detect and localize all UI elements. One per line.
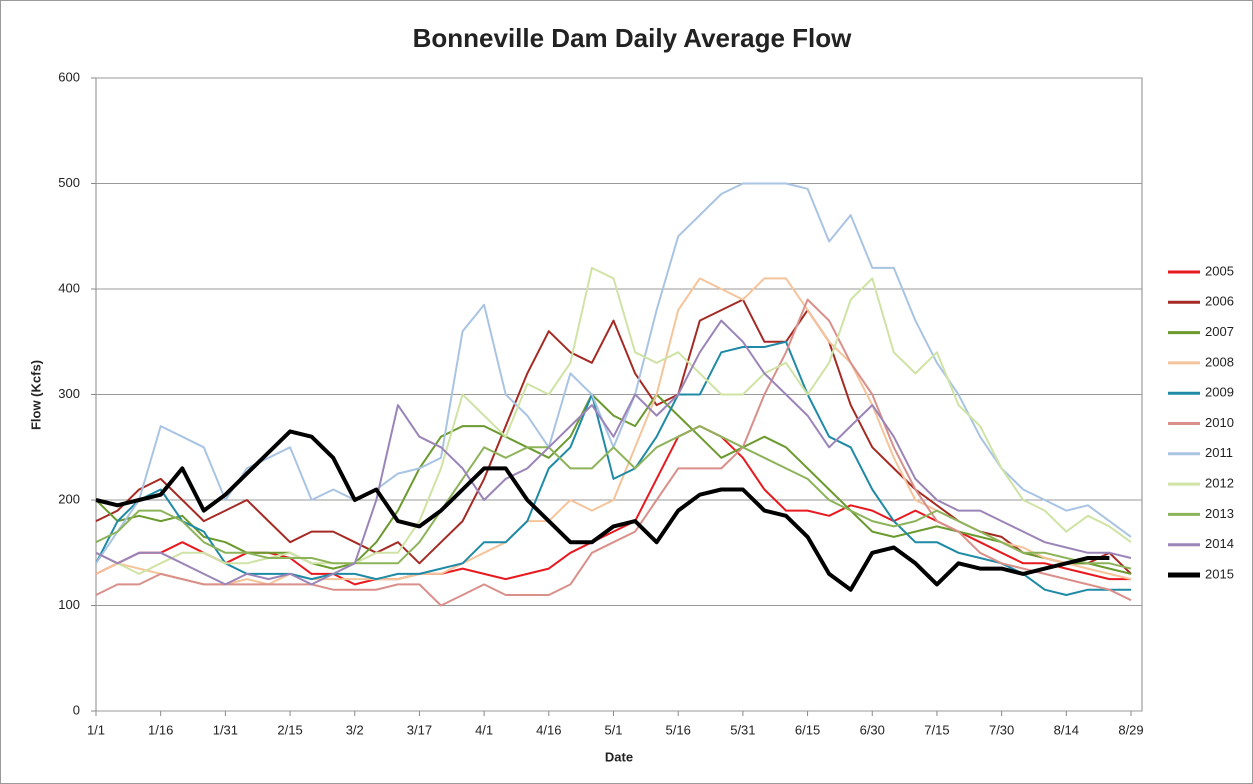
x-axis-title: Date [605, 749, 633, 764]
series-line [95, 425, 1132, 570]
x-tick-label: 8/29 [1118, 722, 1143, 737]
y-tick-label: 200 [58, 491, 80, 506]
y-tick-label: 100 [58, 597, 80, 612]
legend-label: 2012 [1205, 476, 1234, 491]
y-tick-label: 400 [58, 280, 80, 295]
series-line [95, 429, 1110, 592]
legend-label: 2015 [1205, 566, 1234, 581]
y-axis-title: Flow (Kcfs) [28, 360, 43, 430]
legend-label: 2007 [1205, 324, 1234, 339]
x-tick-label: 7/15 [924, 722, 949, 737]
legend-label: 2014 [1205, 536, 1234, 551]
y-tick-label: 300 [58, 386, 80, 401]
x-tick-label: 8/14 [1054, 722, 1079, 737]
x-tick-label: 1/1 [87, 722, 105, 737]
series-line [95, 298, 1132, 607]
x-tick-label: 5/1 [604, 722, 622, 737]
y-tick-label: 600 [58, 69, 80, 84]
x-tick-label: 6/30 [860, 722, 885, 737]
x-tick-label: 5/31 [730, 722, 755, 737]
series-line [95, 319, 1132, 586]
x-tick-label: 1/16 [148, 722, 173, 737]
x-tick-label: 3/17 [407, 722, 432, 737]
legend-label: 2008 [1205, 354, 1234, 369]
x-tick-label: 5/16 [666, 722, 691, 737]
y-tick-label: 500 [58, 175, 80, 190]
y-tick-label: 0 [73, 702, 80, 717]
x-tick-label: 6/15 [795, 722, 820, 737]
legend-label: 2009 [1205, 385, 1234, 400]
legend-label: 2011 [1205, 445, 1233, 460]
legend-label: 2013 [1205, 506, 1234, 521]
legend-label: 2005 [1205, 263, 1234, 278]
x-tick-label: 2/15 [277, 722, 302, 737]
legend-label: 2006 [1205, 294, 1234, 309]
legend-label: 2010 [1205, 415, 1234, 430]
x-tick-label: 7/30 [989, 722, 1014, 737]
x-tick-label: 4/1 [475, 722, 493, 737]
x-tick-label: 1/31 [213, 722, 238, 737]
x-tick-label: 4/16 [536, 722, 561, 737]
x-tick-label: 3/2 [346, 722, 364, 737]
chart-title: Bonneville Dam Daily Average Flow [413, 23, 853, 53]
series-line [95, 340, 1131, 596]
